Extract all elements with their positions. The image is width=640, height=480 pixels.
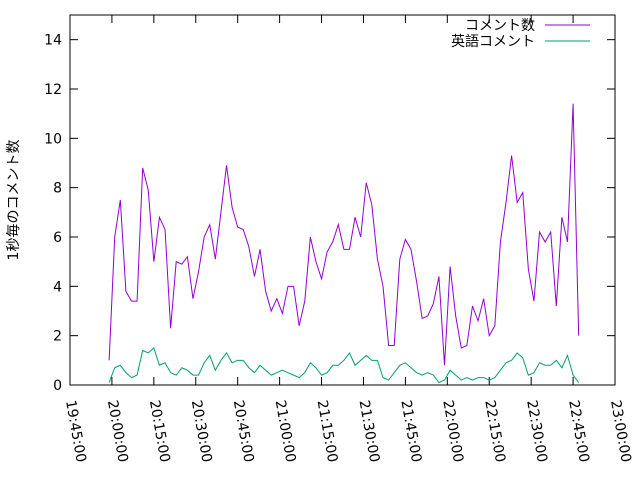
y-tick-label: 2: [53, 329, 62, 345]
y-axis-label: 1秒毎のコメント数: [6, 140, 22, 261]
series-line: [108, 103, 580, 366]
plot-frame: [69, 14, 616, 386]
y-tick-label: 14: [44, 33, 62, 49]
y-tick-label: 0: [53, 378, 62, 394]
y-tick-label: 12: [44, 82, 62, 98]
series-line: [108, 347, 580, 384]
legend-label: コメント数: [465, 18, 535, 34]
y-tick-label: 4: [53, 279, 62, 295]
y-tick-label: 10: [44, 131, 62, 147]
y-tick-label: 8: [53, 181, 62, 197]
y-tick-label: 6: [53, 230, 62, 246]
legend-label: 英語コメント: [451, 33, 535, 50]
